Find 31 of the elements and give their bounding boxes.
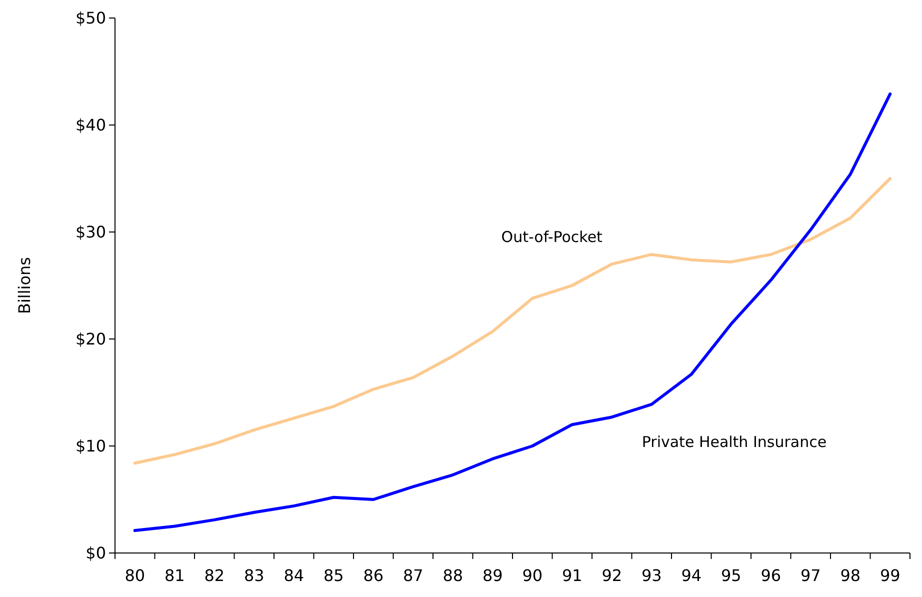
x-tick-label: 94: [681, 566, 702, 585]
x-tick-label: 80: [124, 566, 146, 585]
y-tick-label: $10: [75, 436, 106, 456]
y-axis-title: Billions: [15, 256, 34, 314]
x-tick-label: 90: [522, 566, 543, 585]
x-tick-label: 86: [363, 566, 384, 585]
x-tick-label: 96: [760, 566, 782, 585]
x-tick-label: 88: [442, 566, 464, 585]
x-tick-label: 95: [720, 566, 742, 585]
y-tick-label: $20: [75, 330, 106, 349]
y-tick-label: $30: [75, 222, 106, 242]
x-tick-label: 92: [602, 566, 622, 585]
y-tick-label: $50: [75, 8, 106, 28]
line-series: [133, 92, 892, 532]
x-tick-label: 87: [402, 566, 424, 585]
x-tick-label: 89: [482, 566, 503, 585]
x-tick-label: 99: [880, 566, 900, 585]
x-tick-label: 85: [323, 566, 344, 585]
x-tick-label: 81: [164, 566, 185, 585]
y-tick-label: $40: [75, 116, 106, 135]
x-tick-label: 93: [641, 566, 662, 585]
x-tick-label: 83: [244, 566, 264, 585]
series-label: Out-of-Pocket: [501, 228, 603, 246]
x-tick-label: 91: [562, 566, 582, 585]
y-tick-label: $0: [86, 544, 106, 563]
x-tick-label: 97: [800, 566, 821, 585]
series-label: Private Health Insurance: [642, 433, 827, 452]
x-tick-label: 82: [204, 566, 225, 585]
x-tick-label: 84: [284, 566, 304, 585]
x-tick-label: 98: [840, 566, 861, 585]
line-series: [133, 177, 892, 465]
